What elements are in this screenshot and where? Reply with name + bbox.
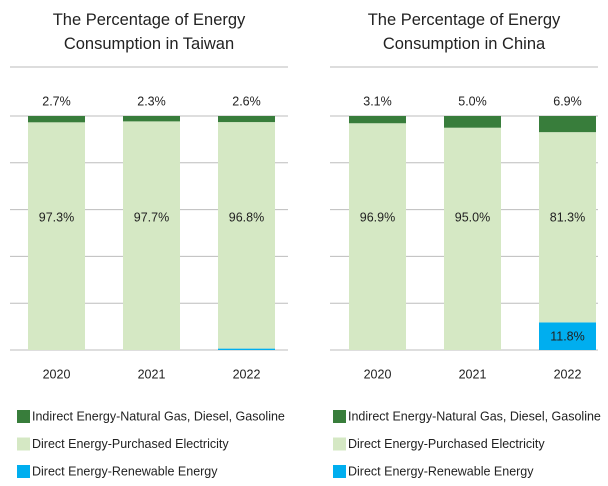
- data-label: 96.9%: [360, 210, 395, 224]
- bar-segment: [349, 116, 406, 124]
- data-label: 2.6%: [232, 94, 261, 108]
- bar-segment: [123, 121, 180, 350]
- x-tick-label: 2020: [43, 367, 71, 381]
- legend-label: Indirect Energy-Natural Gas, Diesel, Gas…: [348, 409, 601, 423]
- bar-segment: [444, 127, 501, 350]
- data-label: 11.8%: [550, 329, 585, 343]
- data-label: 97.7%: [134, 210, 169, 224]
- bar-segment: [28, 116, 85, 123]
- data-label: 97.3%: [39, 210, 74, 224]
- data-label: 95.0%: [455, 210, 490, 224]
- x-tick-label: 2022: [554, 367, 582, 381]
- bar-segment: [539, 116, 596, 133]
- chart-title: The Percentage of Energy Consumption in …: [52, 11, 246, 53]
- data-label: 81.3%: [550, 210, 585, 224]
- bar-segment: [349, 123, 406, 350]
- x-tick-label: 2021: [138, 367, 166, 381]
- chart-title: The Percentage of Energy Consumption in …: [367, 11, 561, 53]
- bar-segment: [218, 116, 275, 123]
- legend-swatch: [333, 437, 346, 451]
- legend-swatch: [17, 437, 30, 451]
- x-tick-label: 2020: [364, 367, 392, 381]
- legend-label: Direct Energy-Renewable Energy: [348, 464, 534, 478]
- data-label: 5.0%: [458, 94, 487, 108]
- legend-swatch: [333, 465, 346, 478]
- data-label: 96.8%: [229, 210, 264, 224]
- legend-swatch: [17, 465, 30, 478]
- x-tick-label: 2022: [233, 367, 261, 381]
- data-label: 6.9%: [553, 94, 582, 108]
- legend-label: Indirect Energy-Natural Gas, Diesel, Gas…: [32, 409, 285, 423]
- legend-label: Direct Energy-Purchased Electricity: [32, 437, 229, 451]
- bar-segment: [218, 348, 275, 350]
- legend-label: Direct Energy-Renewable Energy: [32, 464, 218, 478]
- legend-swatch: [333, 410, 346, 423]
- legend-swatch: [17, 410, 30, 423]
- legend-label: Direct Energy-Purchased Electricity: [348, 437, 545, 451]
- data-label: 2.7%: [42, 94, 71, 108]
- x-tick-label: 2021: [459, 367, 487, 381]
- data-label: 3.1%: [363, 94, 392, 108]
- data-label: 2.3%: [137, 94, 166, 108]
- bar-segment: [444, 116, 501, 128]
- bar-segment: [539, 322, 596, 350]
- bar-segment: [218, 122, 275, 349]
- bar-segment: [28, 122, 85, 351]
- bar-segment: [123, 116, 180, 122]
- bar-segment: [539, 132, 596, 323]
